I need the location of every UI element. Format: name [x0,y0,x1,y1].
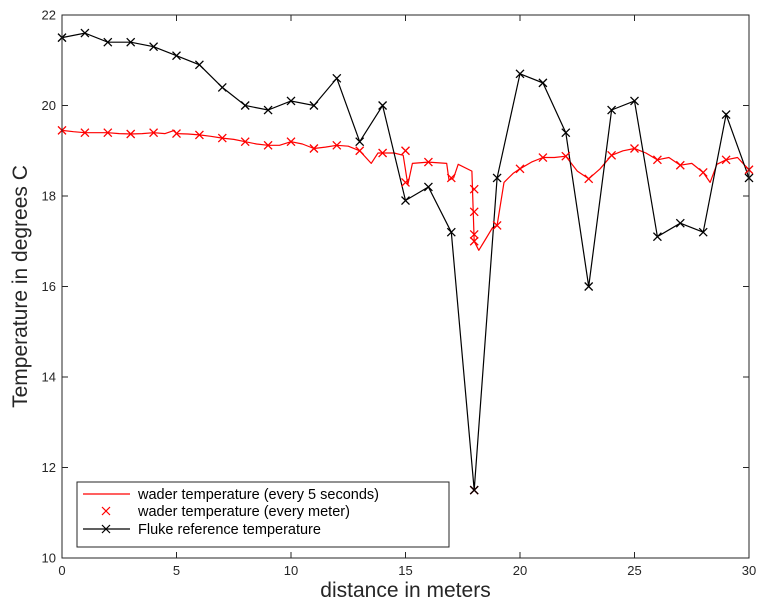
x-tick-label: 15 [398,563,412,578]
marker-fluke [263,105,273,115]
marker-fluke [652,232,662,242]
marker-wader-meter [515,164,525,174]
marker-wader-meter [263,140,273,150]
y-axis-label: Temperature in degrees C [9,165,32,408]
marker-fluke [103,37,113,47]
marker-fluke [217,82,227,92]
legend-label-fluke: Fluke reference temperature [138,522,321,538]
marker-wader-meter [126,129,136,139]
y-tick-label: 12 [42,460,56,475]
marker-fluke [675,218,685,228]
marker-fluke [423,182,433,192]
marker-fluke [492,173,502,183]
marker-fluke [149,42,159,52]
marker-wader-meter [309,144,319,153]
marker-fluke [172,51,181,61]
marker-wader-meter [446,173,456,183]
marker-wader-meter [423,157,433,167]
y-tick-label: 10 [42,551,56,566]
marker-wader-meter [286,137,296,147]
marker-wader-meter [103,128,113,138]
marker-wader-meter [401,146,410,156]
y-tick-label: 14 [42,370,56,385]
marker-fluke [721,110,731,120]
marker-wader-meter [149,128,159,138]
legend-swatch-fluke [83,524,130,534]
legend-box [76,481,450,548]
y-tick-label: 20 [42,98,56,113]
y-tick-label: 18 [42,189,56,204]
marker-wader-meter [698,168,708,177]
marker-wader-meter [469,184,479,194]
marker-fluke [584,282,594,291]
x-tick-label: 10 [284,563,298,578]
legend: wader temperature (every 5 seconds) wade… [76,481,450,548]
legend-label-wader-meter: wader temperature (every meter) [137,504,350,520]
marker-wader-meter [652,155,662,165]
marker-fluke [446,227,456,237]
y-tick-label: 22 [42,8,56,23]
marker-fluke [698,227,708,237]
x-tick-label: 30 [742,563,756,578]
marker-fluke [309,101,319,110]
marker-fluke [630,96,639,106]
marker-wader-meter [469,230,479,239]
data-layer [57,28,754,495]
plot-area [62,15,749,558]
marker-wader-meter [217,133,227,143]
marker-wader-meter [538,153,548,162]
y-tick-label: 16 [42,279,56,294]
marker-wader-meter [721,155,731,165]
marker-fluke [378,101,388,110]
marker-wader-meter [607,150,617,160]
tick-layer: 0 5 10 15 20 25 30 10 12 14 16 18 20 22 [42,8,757,579]
marker-wader-meter [561,151,571,161]
marker-fluke [194,60,204,70]
x-axis-label: distance in meters [320,579,490,601]
marker-wader-meter [469,207,479,217]
marker-fluke [469,485,479,495]
marker-fluke [126,37,136,47]
marker-wader-meter [492,220,502,230]
marker-fluke [80,28,90,38]
marker-fluke [538,78,548,88]
x-tick-label: 0 [58,563,65,578]
marker-wader-meter [469,236,479,246]
marker-wader-meter [401,177,410,187]
x-tick-label: 20 [513,563,527,578]
marker-fluke [401,196,410,205]
x-tick-label: 5 [173,563,180,578]
marker-wader-meter [172,129,181,139]
marker-wader-meter [80,128,90,138]
marker-wader-meter [675,160,685,170]
marker-wader-meter [240,137,250,147]
legend-label-wader-5s: wader temperature (every 5 seconds) [137,487,379,503]
marker-wader-meter [194,130,204,140]
marker-wader-meter [584,174,594,184]
marker-fluke [561,128,571,138]
marker-wader-meter [378,148,388,158]
marker-wader-meter [332,140,342,150]
legend-swatch-wader-meter [101,506,111,516]
marker-wader-meter [630,144,639,153]
marker-fluke [286,96,296,106]
marker-fluke [515,69,525,79]
marker-wader-meter [355,146,365,156]
x-tick-label: 25 [627,563,641,578]
marker-fluke [355,137,365,147]
marker-fluke [607,105,617,115]
marker-fluke [332,73,342,83]
marker-fluke [240,101,250,110]
series-line-wader-5s [61,129,750,251]
